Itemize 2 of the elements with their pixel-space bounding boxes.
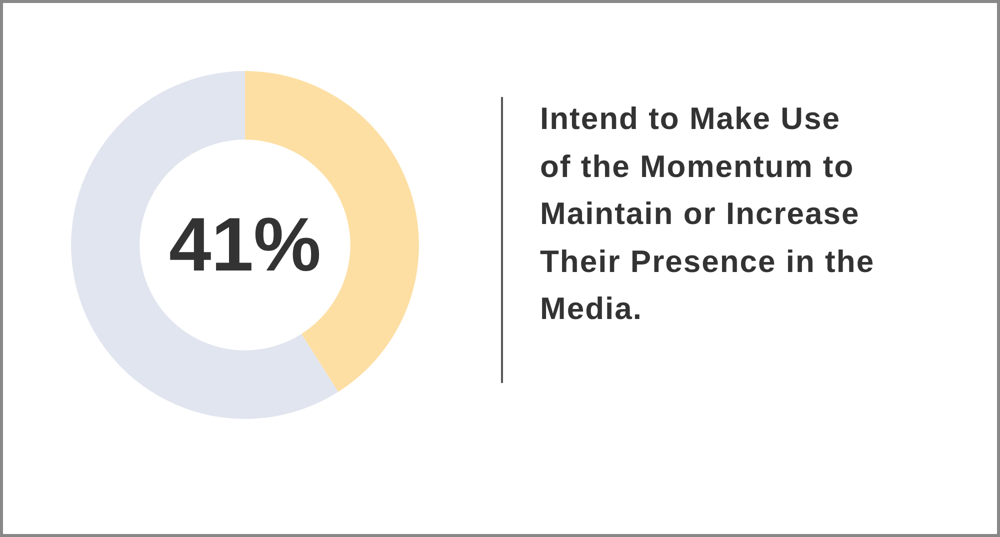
text: Intend to Make Use of the Momentum to Maintain or Increase Their Presence in the Media. [540,100,876,328]
data-label: 41% [168,202,322,288]
